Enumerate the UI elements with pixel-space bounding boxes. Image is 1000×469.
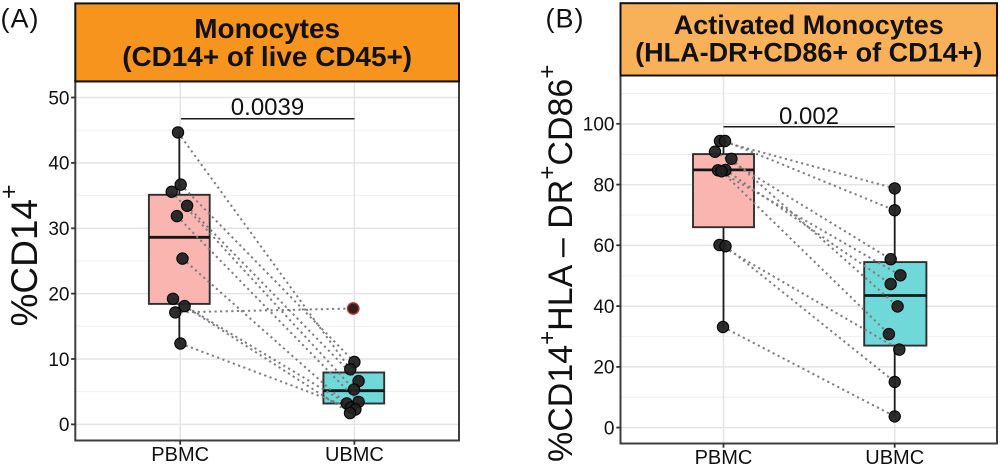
- svg-text:(A): (A): [1, 4, 40, 34]
- svg-text:0.002: 0.002: [779, 103, 839, 130]
- svg-text:20: 20: [593, 358, 614, 379]
- svg-text:UBMC: UBMC: [325, 444, 384, 466]
- svg-text:30: 30: [48, 219, 69, 240]
- svg-text:Activated Monocytes: Activated Monocytes: [674, 10, 944, 40]
- svg-text:%CD14+: %CD14+: [0, 184, 45, 326]
- svg-text:100: 100: [583, 115, 615, 136]
- svg-text:50: 50: [48, 88, 69, 109]
- svg-text:(CD14+ of live CD45+): (CD14+ of live CD45+): [122, 41, 412, 72]
- svg-text:20: 20: [48, 284, 69, 305]
- svg-text:Monocytes: Monocytes: [194, 13, 340, 44]
- svg-text:%CD14+HLA – DR+CD86+: %CD14+HLA – DR+CD86+: [534, 65, 580, 462]
- svg-text:PBMC: PBMC: [151, 444, 209, 466]
- svg-text:UBMC: UBMC: [865, 447, 924, 469]
- svg-text:80: 80: [593, 175, 614, 196]
- svg-text:40: 40: [593, 297, 614, 318]
- svg-text:40: 40: [48, 154, 69, 175]
- svg-text:0: 0: [604, 418, 615, 439]
- svg-text:60: 60: [593, 236, 614, 257]
- svg-text:10: 10: [48, 350, 69, 371]
- svg-text:(B): (B): [546, 4, 585, 34]
- svg-text:(HLA-DR+CD86+ of CD14+): (HLA-DR+CD86+ of CD14+): [635, 38, 982, 68]
- svg-text:PBMC: PBMC: [695, 447, 753, 469]
- svg-text:0.0039: 0.0039: [231, 94, 304, 121]
- svg-text:0: 0: [59, 415, 70, 436]
